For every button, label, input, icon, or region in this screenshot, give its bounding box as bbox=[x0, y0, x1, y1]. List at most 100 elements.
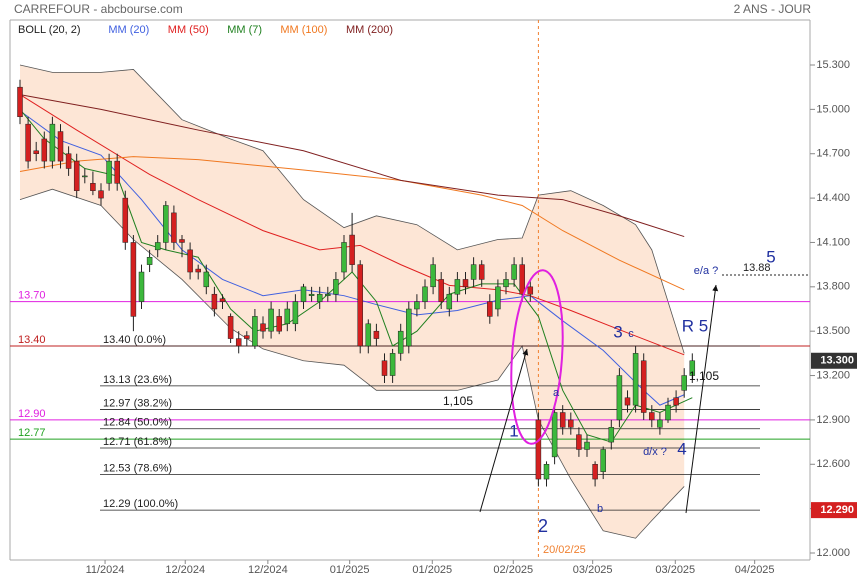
candle-body bbox=[90, 183, 96, 191]
candle-body bbox=[568, 419, 574, 428]
candle-body bbox=[576, 434, 582, 450]
fib-label: 12.97 (38.2%) bbox=[103, 397, 172, 409]
candle-body bbox=[600, 449, 606, 472]
candle-body bbox=[195, 268, 201, 273]
candle-body bbox=[535, 419, 542, 480]
legend-entry: MM (7) bbox=[227, 24, 262, 36]
annotation: a bbox=[553, 387, 560, 399]
candle-body bbox=[592, 464, 598, 480]
candle-body bbox=[503, 279, 509, 288]
x-tick-label: 11/2024 bbox=[86, 564, 125, 576]
price-badge-label: 13.300 bbox=[820, 355, 854, 367]
candle-body bbox=[584, 441, 590, 450]
annotation: d/x ? bbox=[643, 446, 667, 458]
x-tick-label: 12/2024 bbox=[248, 564, 288, 576]
candle-body bbox=[25, 123, 31, 162]
fib-label: 13.13 (23.6%) bbox=[103, 374, 172, 386]
candle-body bbox=[17, 86, 23, 118]
header-period: 2 ANS - JOUR bbox=[734, 2, 812, 16]
price-badge-label: 12.290 bbox=[820, 504, 854, 516]
wave-ellipse bbox=[510, 269, 564, 445]
candle-body bbox=[114, 160, 120, 184]
y-tick-label: 14.400 bbox=[816, 192, 850, 204]
candle-body bbox=[406, 308, 412, 347]
candle-body bbox=[438, 279, 444, 302]
candle-body bbox=[146, 256, 153, 265]
legend-entry: BOLL (20, 2) bbox=[18, 24, 81, 36]
candle-body bbox=[657, 419, 663, 428]
legend-entry: MM (50) bbox=[168, 24, 209, 36]
candle-body bbox=[543, 464, 550, 480]
candle-body bbox=[187, 249, 193, 273]
y-tick-label: 15.000 bbox=[816, 103, 850, 115]
candle-body bbox=[130, 242, 137, 317]
price-badge bbox=[811, 502, 857, 519]
y-tick-label: 13.800 bbox=[816, 281, 850, 293]
candle-body bbox=[365, 323, 372, 347]
fib-label: 12.84 (50.0%) bbox=[103, 417, 172, 429]
y-tick-label: 12.000 bbox=[816, 547, 850, 559]
candle-body bbox=[397, 330, 404, 354]
annotation: 1,105 bbox=[443, 394, 473, 408]
y-tick-label: 14.700 bbox=[816, 148, 850, 160]
candle-body bbox=[495, 286, 501, 310]
candle-body bbox=[478, 264, 485, 280]
candle-body bbox=[268, 308, 274, 332]
candle-body bbox=[487, 301, 493, 317]
price-badge bbox=[811, 352, 857, 369]
candle-body bbox=[673, 397, 679, 406]
y-tick-label: 15.300 bbox=[816, 59, 850, 71]
ma-line bbox=[19, 94, 685, 356]
candle-body bbox=[373, 330, 380, 339]
candle-body bbox=[608, 427, 615, 443]
candle-body bbox=[357, 264, 363, 347]
candle-body bbox=[308, 293, 315, 296]
x-tick-label: 03/2025 bbox=[655, 564, 695, 576]
fib-label: 13.40 (0.0%) bbox=[103, 334, 166, 346]
y-tick-label: 12.900 bbox=[816, 414, 850, 426]
candle-body bbox=[333, 279, 339, 295]
level-label: 13.40 bbox=[18, 334, 46, 346]
candle-body bbox=[559, 412, 566, 428]
x-tick-label: 01/2025 bbox=[330, 564, 370, 576]
candle-body bbox=[519, 264, 525, 295]
candle-body bbox=[422, 286, 428, 302]
candle-body bbox=[227, 316, 234, 339]
target-label: 13.88 bbox=[743, 262, 771, 274]
candle-body bbox=[462, 279, 469, 288]
event-label: 20/02/25 bbox=[543, 544, 586, 556]
x-tick-label: 03/2025 bbox=[573, 564, 613, 576]
arrow bbox=[479, 348, 529, 513]
candle-body bbox=[106, 160, 112, 184]
ma-line bbox=[19, 110, 685, 406]
candle-body bbox=[252, 316, 258, 347]
candle-body bbox=[163, 205, 169, 243]
annotation: 2 bbox=[538, 516, 548, 536]
legend-entry: MM (20) bbox=[108, 24, 149, 36]
legend-entry: MM (100) bbox=[280, 24, 327, 36]
candle-body bbox=[446, 293, 453, 310]
annotation: 1,105 bbox=[689, 369, 719, 383]
candle-body bbox=[122, 197, 129, 243]
x-tick-label: 12/2024 bbox=[165, 564, 205, 576]
candle-body bbox=[511, 264, 517, 280]
x-tick-label: 04/2025 bbox=[735, 564, 775, 576]
annotation: b bbox=[597, 503, 603, 515]
y-tick-label: 14.100 bbox=[816, 236, 850, 248]
candle-body bbox=[649, 412, 655, 421]
candle-body bbox=[98, 190, 104, 199]
candle-body bbox=[211, 293, 218, 310]
x-tick-label: 01/2025 bbox=[412, 564, 452, 576]
annotation: c bbox=[628, 328, 634, 340]
x-tick-label: 02/2025 bbox=[493, 564, 533, 576]
ma-line bbox=[19, 94, 685, 238]
header-title: CARREFOUR - abcbourse.com bbox=[14, 2, 183, 16]
candle-body bbox=[179, 239, 185, 243]
y-tick-label: 13.500 bbox=[816, 325, 850, 337]
candle-body bbox=[284, 308, 291, 325]
fib-label: 12.71 (61.8%) bbox=[103, 436, 172, 448]
candle-body bbox=[300, 286, 307, 302]
candle-body bbox=[41, 138, 48, 162]
candle-body bbox=[689, 360, 696, 376]
